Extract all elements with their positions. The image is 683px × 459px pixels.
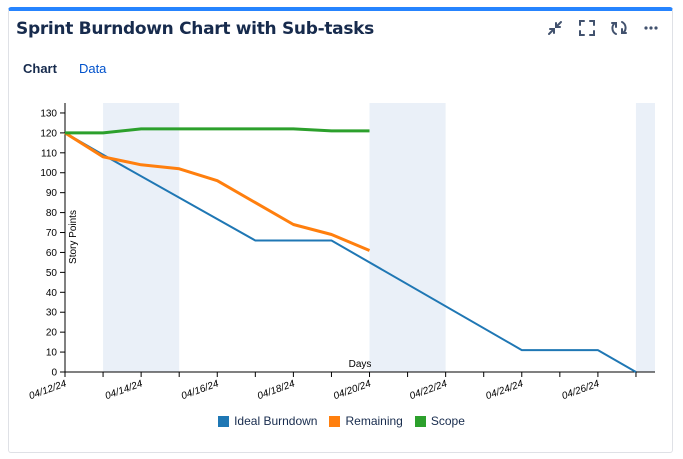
y-tick-label: 20 (46, 328, 58, 339)
y-tick-label: 50 (46, 268, 58, 279)
x-tick-label: 04/26/24 (561, 378, 602, 402)
y-tick-label: 30 (46, 308, 58, 319)
y-tick-label: 0 (51, 368, 57, 379)
legend-label: Ideal Burndown (234, 414, 318, 428)
legend-item[interactable]: Scope (414, 414, 465, 428)
nonworking-band (635, 103, 655, 372)
view-tabs: Chart Data (23, 61, 106, 76)
y-tick-label: 10 (46, 348, 58, 359)
x-tick-label: 04/22/24 (408, 378, 449, 402)
x-tick-label: 04/24/24 (484, 378, 525, 402)
tab-data[interactable]: Data (78, 61, 107, 76)
nonworking-bands (103, 103, 655, 372)
legend-swatch (218, 415, 230, 427)
legend-item[interactable]: Ideal Burndown (218, 414, 317, 428)
y-tick-label: 70 (46, 228, 58, 239)
legend-swatch (414, 415, 426, 427)
y-tick-label: 90 (46, 188, 58, 199)
series-lines (64, 127, 637, 373)
x-tick-label: 04/14/24 (104, 378, 145, 402)
y-tick-label: 40 (46, 288, 58, 299)
fullscreen-icon[interactable] (577, 18, 597, 38)
tab-chart[interactable]: Chart (23, 61, 57, 76)
x-axis-label: Days (349, 359, 372, 370)
y-tick-label: 80 (46, 208, 58, 219)
chart-legend: Ideal Burndown Remaining Scope (0, 414, 683, 428)
x-tick-label: 04/16/24 (180, 378, 221, 402)
y-axis-label: Story Points (68, 210, 79, 264)
x-tick-label: 04/20/24 (332, 378, 373, 402)
refresh-icon[interactable] (609, 18, 629, 38)
legend-item[interactable]: Remaining (329, 414, 403, 428)
x-tick-label: 04/12/24 (28, 378, 69, 402)
series-line-scope (65, 127, 370, 135)
series-line-ideal-burndown (64, 132, 637, 373)
y-tick-label: 100 (40, 168, 57, 179)
legend-label: Remaining (345, 414, 403, 428)
more-icon[interactable] (641, 18, 661, 38)
gadget-toolbar (545, 18, 661, 38)
legend-swatch (329, 415, 341, 427)
collapse-icon[interactable] (545, 18, 565, 38)
y-tick-label: 110 (41, 148, 57, 159)
series-line-remaining (64, 131, 371, 252)
y-tick-label: 60 (46, 248, 58, 259)
y-tick-label: 130 (40, 108, 57, 119)
legend-label: Scope (430, 414, 465, 428)
x-tick-label: 04/18/24 (256, 378, 297, 402)
chart-title: Sprint Burndown Chart with Sub-tasks (16, 19, 374, 39)
y-tick-label: 120 (40, 128, 57, 139)
nonworking-band (103, 103, 180, 372)
nonworking-band (369, 103, 446, 372)
